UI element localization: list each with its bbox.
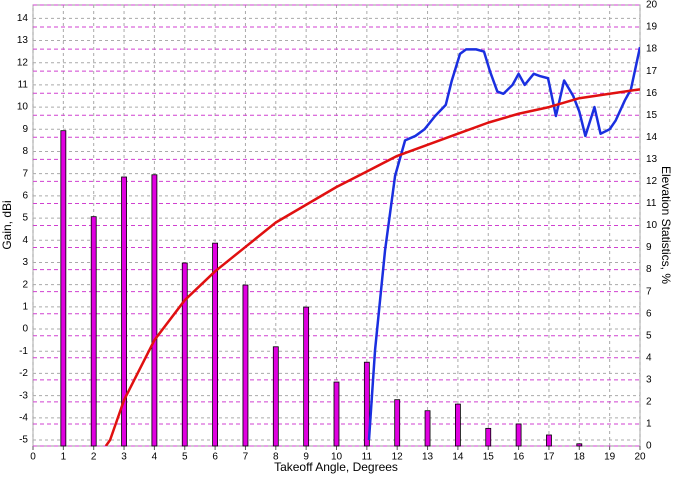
y-tick-label: 4: [22, 235, 28, 246]
y2-tick-label: 16: [646, 88, 658, 99]
x-tick-label: 0: [30, 452, 36, 463]
x-tick-label: 6: [212, 452, 218, 463]
bar: [272, 346, 279, 447]
bar: [60, 130, 67, 447]
y-tick-label: -5: [19, 435, 28, 446]
x-tick-label: 2: [91, 452, 97, 463]
x-tick-label: 18: [574, 452, 586, 463]
x-tick-label: 15: [483, 452, 495, 463]
y2-tick-label: 15: [646, 110, 658, 121]
x-tick-label: 12: [392, 452, 404, 463]
y-tick-label: 6: [22, 191, 28, 202]
x-tick-label: 20: [634, 452, 646, 463]
y-tick-label: 13: [17, 35, 29, 46]
y-tick-label: 8: [22, 146, 28, 157]
y-tick-label: 14: [17, 13, 29, 24]
y-axis-title: Gain, dBi: [0, 200, 14, 249]
y2-tick-label: 8: [646, 264, 652, 275]
y2-tick-label: 9: [646, 242, 652, 253]
bar: [454, 403, 461, 447]
y-tick-label: 10: [17, 102, 29, 113]
bar: [485, 427, 492, 447]
y-tick-label: 3: [22, 257, 28, 268]
line: [104, 88, 640, 446]
y2-axis-title: Elevation Statistics, %: [659, 166, 673, 284]
y-tick-label: -4: [19, 412, 28, 423]
y-tick-label: -2: [19, 368, 28, 379]
bar: [303, 306, 310, 447]
y-tick-label: -3: [19, 390, 28, 401]
line: [367, 46, 640, 441]
x-tick-label: 16: [513, 452, 525, 463]
x-tick-label: 10: [331, 452, 343, 463]
y-tick-label: 5: [22, 213, 28, 224]
y-tick-label: 11: [18, 80, 29, 91]
bar: [333, 381, 340, 447]
x-tick-label: 5: [182, 452, 188, 463]
y2-tick-label: 10: [646, 220, 658, 231]
y-tick-label: 1: [22, 301, 28, 312]
bar: [212, 242, 219, 447]
x-tick-label: 14: [452, 452, 464, 463]
bar: [546, 434, 552, 447]
y2-tick-label: 5: [646, 330, 652, 341]
y2-tick-label: 11: [646, 198, 657, 209]
x-tick-label: 19: [604, 452, 616, 463]
y-tick-label: 7: [22, 168, 28, 179]
y2-tick-label: 0: [646, 441, 652, 452]
y2-tick-label: 17: [646, 66, 658, 77]
bar: [90, 216, 97, 447]
x-tick-label: 11: [362, 452, 373, 463]
y2-tick-label: 7: [646, 286, 652, 297]
y2-tick-label: 2: [646, 397, 652, 408]
x-tick-label: 9: [303, 452, 309, 463]
y2-tick-label: 14: [646, 132, 658, 143]
x-tick-label: 1: [61, 452, 67, 463]
y2-tick-label: 4: [646, 352, 652, 363]
y2-tick-label: 13: [646, 154, 658, 165]
x-axis-title: Takeoff Angle, Degrees: [274, 460, 398, 474]
y-tick-label: -1: [19, 346, 28, 357]
y2-tick-label: 6: [646, 308, 652, 319]
bar: [242, 284, 249, 447]
y-tick-label: 9: [22, 124, 28, 135]
x-tick-label: 7: [243, 452, 249, 463]
y2-tick-label: 1: [646, 419, 652, 430]
y2-tick-label: 19: [646, 22, 658, 33]
y-tick-label: 2: [22, 279, 28, 290]
y2-tick-label: 3: [646, 374, 652, 385]
bar: [181, 262, 188, 447]
y2-tick-label: 12: [646, 176, 658, 187]
y2-tick-label: 18: [646, 44, 658, 55]
y2-tick-label: 20: [646, 0, 658, 11]
y-tick-label: 12: [17, 57, 29, 68]
bar: [151, 174, 158, 447]
bar: [515, 423, 522, 447]
x-tick-label: 17: [543, 452, 555, 463]
bar: [394, 399, 401, 447]
bar: [363, 361, 370, 447]
bar: [576, 443, 583, 447]
y-tick-label: 0: [22, 324, 28, 335]
x-tick-label: 8: [273, 452, 279, 463]
x-tick-label: 13: [422, 452, 434, 463]
x-tick-label: 4: [152, 452, 158, 463]
bar: [424, 410, 431, 447]
x-tick-label: 3: [121, 452, 127, 463]
bar: [121, 176, 127, 447]
